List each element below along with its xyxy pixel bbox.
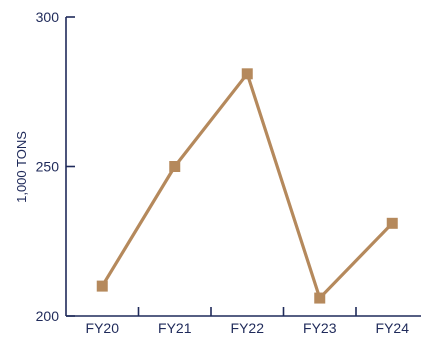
data-point-fy22 <box>241 68 253 80</box>
y-tick-label: 300 <box>36 9 60 25</box>
x-axis: FY20 FY21 FY22 FY23 FY24 <box>66 307 421 336</box>
y-axis: 200 250 300 <box>36 9 75 324</box>
data-point-fy20 <box>96 280 108 292</box>
series-line-group <box>96 68 398 304</box>
data-point-fy21 <box>169 161 181 172</box>
x-tick-label: FY24 <box>376 320 410 336</box>
y-tick-label: 250 <box>36 159 60 175</box>
series-line <box>100 72 394 300</box>
x-tick-label: FY22 <box>231 320 265 336</box>
y-tick-label: 200 <box>36 308 60 324</box>
x-tick-label: FY20 <box>86 320 120 336</box>
x-tick-label: FY23 <box>303 320 337 336</box>
y-axis-title: 1,000 TONS <box>14 131 29 203</box>
data-point-fy24 <box>386 217 398 229</box>
x-tick-label: FY21 <box>158 320 192 336</box>
data-point-fy23 <box>314 292 326 304</box>
